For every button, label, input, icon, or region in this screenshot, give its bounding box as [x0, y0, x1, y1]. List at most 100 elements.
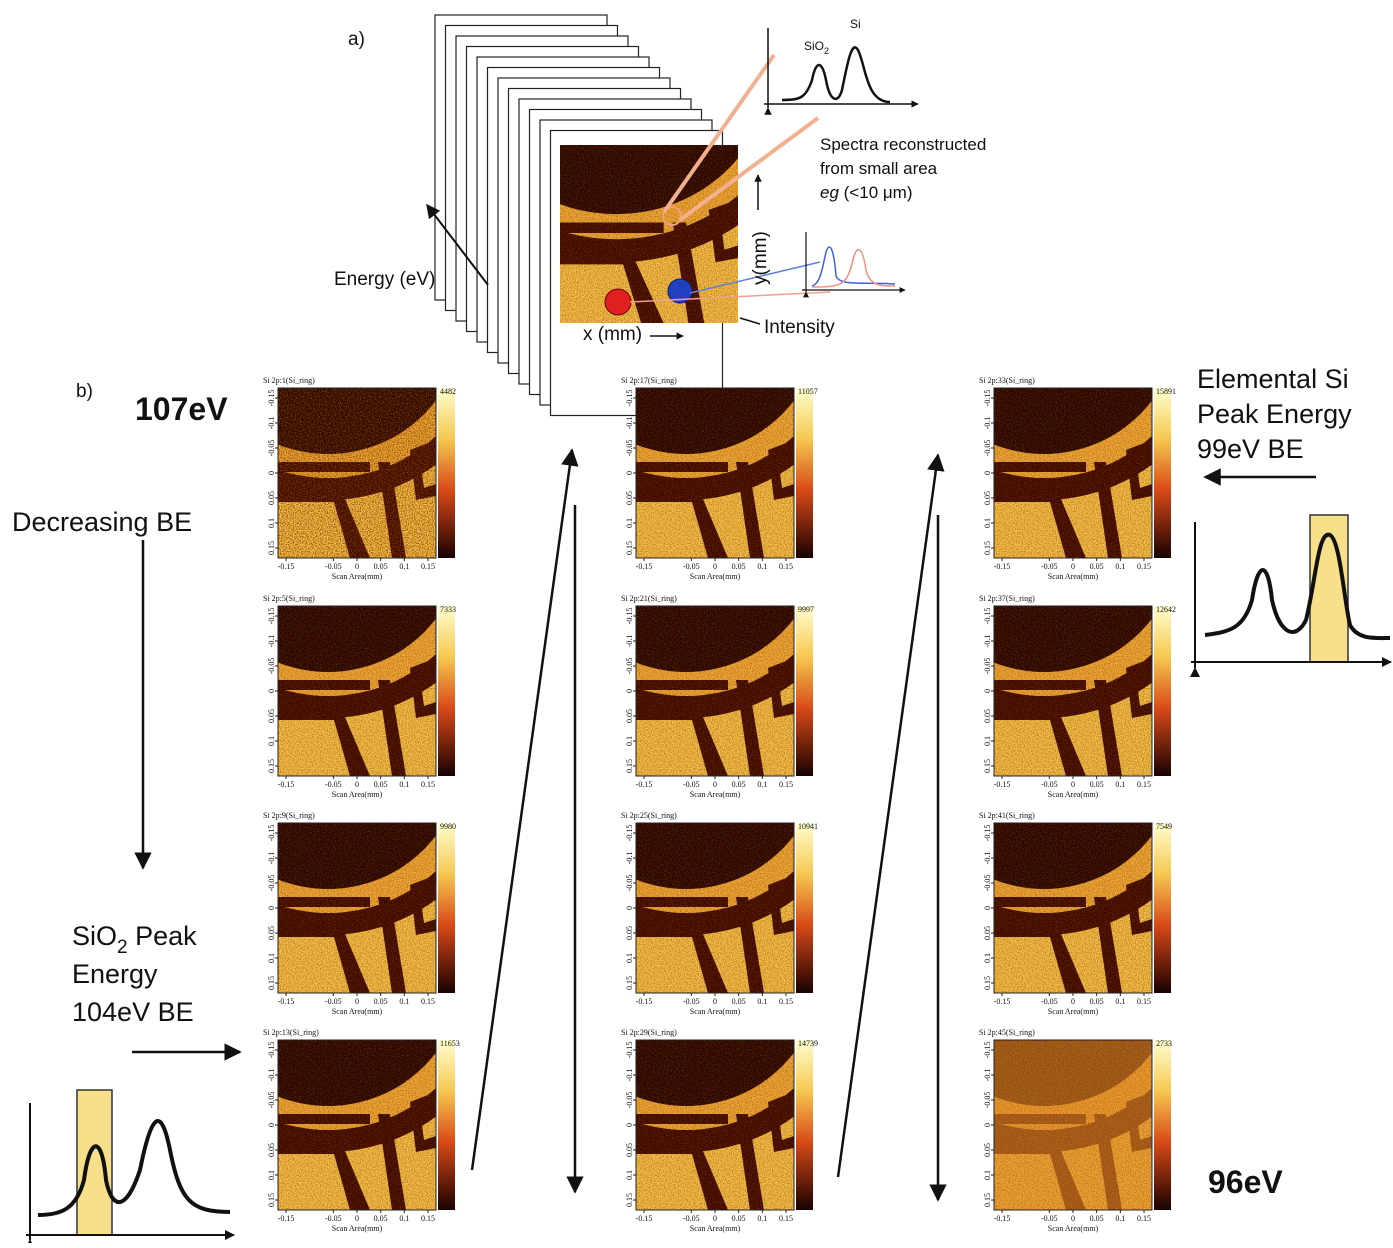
x-tick-label: 0.05 [1090, 780, 1104, 789]
x-tick-label: 0.15 [779, 1214, 793, 1223]
y-tick-label: -0.05 [983, 440, 992, 457]
peak-label: Peak Energy [1197, 399, 1352, 429]
x-tick-label: 0.15 [421, 1214, 435, 1223]
y-tick-label: 0 [625, 1123, 634, 1127]
y-tick-label: -0.05 [267, 875, 276, 892]
sio2-spectrum [26, 1090, 234, 1240]
panel-title: Si 2p:29(Si_ring) [621, 1028, 677, 1037]
y-tick-label: 0.15 [267, 541, 276, 555]
colorbar [438, 1040, 455, 1210]
x-tick-label: 0.15 [421, 780, 435, 789]
map-noise [994, 823, 1152, 993]
x-tick-label: 0.1 [757, 780, 767, 789]
y-tick-label: 0 [625, 689, 634, 693]
intensity-map [862, 136, 1226, 558]
leader [740, 318, 760, 324]
panel-title: Si 2p:37(Si_ring) [979, 594, 1035, 603]
x-axis-label: Scan Area(mm) [332, 572, 383, 581]
panel-title: Si 2p:41(Si_ring) [979, 811, 1035, 820]
y-tick-label: 0.15 [267, 1193, 276, 1207]
x-tick-label: 0.05 [374, 562, 388, 571]
x-axis-label: Scan Area(mm) [332, 1224, 383, 1233]
x-tick-label: 0.1 [1115, 562, 1125, 571]
x-axis-label: Scan Area(mm) [690, 790, 741, 799]
colorbar-max: 9997 [798, 605, 814, 614]
energy-label: 107eV [135, 391, 228, 427]
x-axis-label: Scan Area(mm) [1048, 1224, 1099, 1233]
panel-title: Si 2p:9(Si_ring) [263, 811, 315, 820]
y-tick-label: 0.05 [983, 1143, 992, 1157]
colorbar-max: 11653 [440, 1039, 460, 1048]
y-tick-label: -0.15 [625, 825, 634, 842]
x-tick-label: 0.05 [732, 997, 746, 1006]
colorbar [438, 823, 455, 993]
x-tick-label: -0.15 [278, 997, 295, 1006]
x-tick-label: 0 [713, 562, 717, 571]
panel-title: Si 2p:17(Si_ring) [621, 376, 677, 385]
x-tick-label: -0.15 [994, 562, 1011, 571]
x-tick-label: 0 [713, 780, 717, 789]
x-tick-label: 0.1 [757, 1214, 767, 1223]
x-tick-label: -0.15 [278, 780, 295, 789]
peak-label: Elemental Si [1197, 364, 1349, 394]
y-tick-label: 0.15 [625, 976, 634, 990]
y-tick-label: 0.1 [983, 736, 992, 746]
y-tick-label: -0.15 [625, 390, 634, 407]
x-tick-label: 0.15 [779, 562, 793, 571]
colorbar [1154, 1040, 1171, 1210]
x-tick-label: -0.05 [325, 997, 342, 1006]
y-tick-label: 0.05 [267, 491, 276, 505]
x-tick-label: 0.05 [374, 997, 388, 1006]
x-tick-label: -0.05 [683, 1214, 700, 1223]
x-tick-label: -0.15 [636, 997, 653, 1006]
peak-label: 99eV BE [1197, 434, 1304, 464]
x-tick-label: 0 [355, 997, 359, 1006]
panel-title: Si 2p:45(Si_ring) [979, 1028, 1035, 1037]
colorbar [1154, 606, 1171, 776]
colorbar-max: 11057 [798, 387, 818, 396]
panel-title: Si 2p:33(Si_ring) [979, 376, 1035, 385]
y-tick-label: 0.15 [983, 1193, 992, 1207]
peak-label: 104eV BE [72, 997, 194, 1027]
y-tick-label: 0.1 [625, 518, 634, 528]
panel-label: a) [348, 29, 365, 50]
map-noise [636, 388, 794, 558]
x-tick-label: -0.05 [683, 780, 700, 789]
inset-spectrum [764, 28, 918, 108]
y-tick-label: 0.1 [267, 1170, 276, 1180]
x-tick-label: 0 [713, 997, 717, 1006]
y-tick-label: 0 [983, 1123, 992, 1127]
y-tick-label: 0.15 [625, 1193, 634, 1207]
y-tick-label: -0.15 [983, 390, 992, 407]
x-axis-label: Scan Area(mm) [690, 1007, 741, 1016]
y-tick-label: -0.15 [983, 1042, 992, 1059]
colorbar-min: 250 [1156, 1201, 1168, 1210]
x-tick-label: 0 [355, 1214, 359, 1223]
colorbar-min: 250 [798, 549, 810, 558]
x-axis-label: Scan Area(mm) [1048, 572, 1099, 581]
y-tick-label: 0 [983, 689, 992, 693]
y-tick-label: -0.1 [625, 1069, 634, 1082]
panel-label: b) [76, 381, 93, 402]
map-noise [636, 606, 794, 776]
x-tick-label: 0.1 [399, 562, 409, 571]
colorbar-max: 7549 [1156, 822, 1172, 831]
x-tick-label: -0.15 [994, 997, 1011, 1006]
y-tick-label: 0.1 [267, 518, 276, 528]
note: Spectra reconstructed [820, 135, 986, 154]
colorbar-max: 12642 [1156, 605, 1176, 614]
x-tick-label: 0.1 [399, 780, 409, 789]
y-tick-label: 0.05 [625, 926, 634, 940]
y-tick-label: 0.15 [267, 759, 276, 773]
colorbar [1154, 388, 1171, 558]
y-tick-label: 0 [267, 471, 276, 475]
colorbar-max: 15891 [1156, 387, 1176, 396]
colorbar [438, 606, 455, 776]
y-tick-label: 0.15 [625, 759, 634, 773]
map-noise [994, 606, 1152, 776]
sequence-arrow [472, 450, 572, 1170]
map-panel: Si 2p:33(Si_ring)15891250-0.15-0.1-0.050… [862, 136, 1226, 581]
x-tick-label: 0 [355, 780, 359, 789]
map-noise [278, 1040, 436, 1210]
y-tick-label: 0.1 [267, 953, 276, 963]
